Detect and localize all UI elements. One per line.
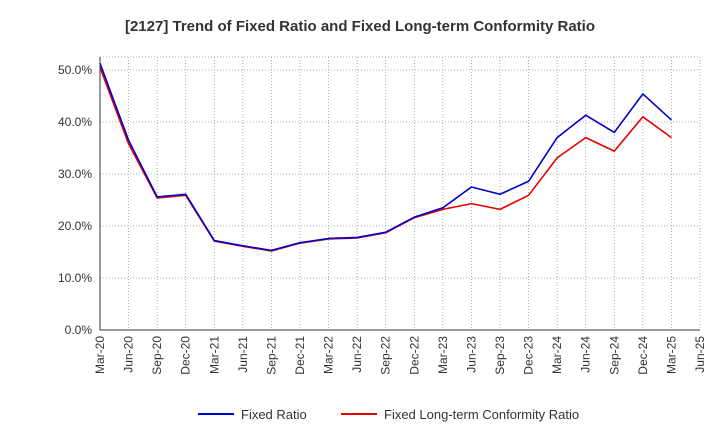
y-tick-label: 10.0% (58, 271, 92, 285)
x-tick-label: Sep-22 (379, 336, 393, 375)
x-tick-label: Jun-20 (122, 336, 136, 373)
x-tick-label: Sep-21 (264, 336, 278, 375)
y-tick-label: 40.0% (58, 115, 92, 129)
y-tick-labels: 0.0% 10.0% 20.0% 30.0% 40.0% 50.0% (58, 63, 92, 337)
legend: Fixed Ratio Fixed Long-term Conformity Ra… (198, 407, 579, 422)
x-tick-label: Dec-23 (522, 336, 536, 375)
x-tick-label: Mar-23 (436, 336, 450, 374)
x-tick-label: Jun-25 (693, 336, 707, 373)
x-tick-label: Dec-22 (407, 336, 421, 375)
x-tick-label: Dec-20 (179, 336, 193, 375)
x-tick-label: Jun-22 (350, 336, 364, 373)
legend-label: Fixed Long-term Conformity Ratio (384, 407, 579, 422)
x-tick-label: Mar-20 (93, 336, 107, 374)
x-tick-label: Mar-24 (550, 336, 564, 374)
plot-area (100, 57, 700, 330)
grid (100, 56, 701, 330)
series-layer (99, 62, 672, 252)
y-tick-label: 50.0% (58, 63, 92, 77)
series-line-fixed-ratio (99, 62, 672, 252)
x-tick-label: Mar-21 (207, 336, 221, 374)
x-tick-label: Jun-24 (579, 336, 593, 373)
x-tick-label: Jun-23 (464, 336, 478, 373)
x-tick-label: Sep-20 (150, 336, 164, 375)
x-tick-label: Sep-24 (607, 336, 621, 375)
x-tick-labels: Mar-20 Jun-20 Sep-20 Dec-20 Mar-21 Jun-21 Sep-… (93, 336, 707, 375)
x-tick-label: Mar-22 (322, 336, 336, 374)
x-tick-label: Dec-24 (636, 336, 650, 375)
x-tick-label: Jun-21 (236, 336, 250, 373)
chart-title: [2127] Trend of Fixed Ratio and Fixed Lo… (125, 18, 595, 35)
y-tick-label: 20.0% (58, 219, 92, 233)
x-tick-label: Sep-23 (493, 336, 507, 375)
y-tick-label: 30.0% (58, 167, 92, 181)
y-tick-label: 0.0% (65, 323, 93, 337)
x-tick-label: Dec-21 (293, 336, 307, 375)
x-tick-label: Mar-25 (664, 336, 678, 374)
legend-label: Fixed Ratio (241, 407, 307, 422)
